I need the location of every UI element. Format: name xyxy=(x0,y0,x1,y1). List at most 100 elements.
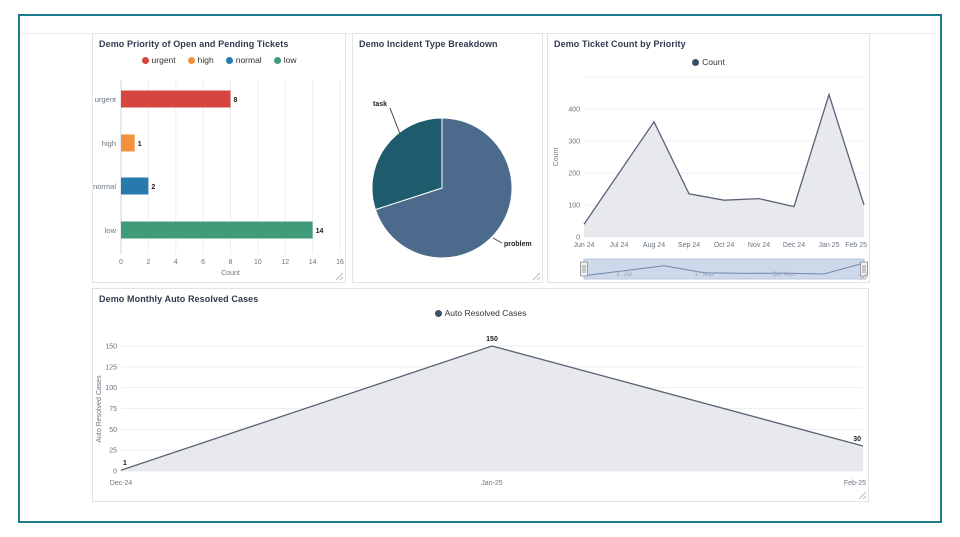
axis-tick-label: Feb 25 xyxy=(845,242,867,249)
axis-tick-label: 50 xyxy=(109,427,117,434)
axis-tick-label: 2 xyxy=(146,259,150,266)
panel-priority-chart: Demo Priority of Open and Pending Ticket… xyxy=(92,33,346,283)
axis-tick-label: Dec-24 xyxy=(110,480,133,487)
axis-tick-label: 75 xyxy=(109,406,117,413)
legend: Count xyxy=(548,57,869,67)
axis-tick-label: 300 xyxy=(568,139,580,146)
legend-label: low xyxy=(283,55,297,65)
label-connector xyxy=(492,237,503,244)
legend-label: Auto Resolved Cases xyxy=(444,308,527,318)
axis-tick-label: Count xyxy=(221,270,240,277)
bar-normal[interactable] xyxy=(121,177,149,195)
area-fill xyxy=(121,346,863,471)
navigator-handle-left[interactable] xyxy=(580,261,588,277)
point-label: 30 xyxy=(853,436,861,443)
category-label: low xyxy=(105,226,117,235)
axis-tick-label: 25 xyxy=(109,448,117,455)
legend-label: Count xyxy=(702,57,725,67)
pie-slice-task[interactable] xyxy=(371,117,443,211)
navigator-handle-right[interactable] xyxy=(860,261,868,277)
legend-item-count[interactable]: Count xyxy=(692,57,725,67)
navigator-label: 1. Sep xyxy=(695,271,714,278)
bar-high[interactable] xyxy=(121,134,135,152)
axis-tick-label: Nov 24 xyxy=(748,242,770,249)
axis-tick-label: Jun 24 xyxy=(573,242,594,249)
axis-tick-label: 200 xyxy=(568,171,580,178)
axis-tick-label: 100 xyxy=(568,203,580,210)
series-line[interactable] xyxy=(583,92,865,225)
legend-label: normal xyxy=(235,55,262,65)
handle-body xyxy=(580,261,588,277)
incident-type-pie-chart[interactable]: task problem xyxy=(353,34,542,282)
point-label: 1 xyxy=(123,460,127,467)
category-label: urgent xyxy=(95,95,117,104)
value-label: 1 xyxy=(138,141,142,148)
navigator-label: 1. Jul xyxy=(616,271,632,278)
axis-tick-label: 4 xyxy=(174,259,178,266)
axis-tick-label: 12 xyxy=(281,259,289,266)
priority-bar-chart[interactable]: 0 2 4 6 8 10 12 14 16 Count urgent 8 high 1 normal 2 low… xyxy=(93,34,345,282)
legend-marker-icon xyxy=(692,58,700,66)
panel-title: Demo Ticket Count by Priority xyxy=(554,39,686,49)
axis-tick-label: 0 xyxy=(119,259,123,266)
category-label: normal xyxy=(93,182,116,191)
panel-auto-resolved-chart: Demo Monthly Auto Resolved Cases Auto Re… xyxy=(92,288,869,502)
axis-tick-label: 150 xyxy=(105,344,117,351)
panel-title: Demo Monthly Auto Resolved Cases xyxy=(99,294,259,304)
ticket-count-area-chart[interactable]: 0 100 200 300 400 Jun 24 Jul 24 Aug 24 Sep 24 Oct… xyxy=(548,34,869,282)
auto-resolved-area-chart[interactable]: 0 25 50 75 100 125 150 Dec-24 Jan-25 Feb-25 Auto R… xyxy=(93,289,868,501)
legend-item-auto-resolved-cases[interactable]: Auto Resolved Cases xyxy=(434,308,527,318)
axis-tick-label: 8 xyxy=(229,259,233,266)
pie-slice-label: task xyxy=(373,101,387,108)
legend-marker-icon xyxy=(225,56,233,64)
axis-tick-label: Dec 24 xyxy=(783,242,805,249)
axis-tick-label: Feb-25 xyxy=(844,480,866,487)
panel-ticket-count-chart: Demo Ticket Count by Priority Count 0 100… xyxy=(547,33,870,283)
axis-title-label: Count xyxy=(553,148,560,167)
axis-tick-label: 14 xyxy=(309,259,317,266)
pie-slice-problem[interactable] xyxy=(374,117,513,259)
axis-tick-label: 6 xyxy=(201,259,205,266)
axis-tick-label: 400 xyxy=(568,107,580,114)
axis-tick-label: 16 xyxy=(336,259,344,266)
legend: Auto Resolved Cases xyxy=(93,308,868,318)
panel-title: Demo Incident Type Breakdown xyxy=(359,39,498,49)
axis-tick-label: Oct 24 xyxy=(714,242,735,249)
axis-tick-label: 10 xyxy=(254,259,262,266)
point-label: 150 xyxy=(486,336,498,343)
area-fill xyxy=(584,94,864,237)
axis-tick-label: 0 xyxy=(113,469,117,476)
axis-tick-label: 0 xyxy=(576,235,580,242)
axis-tick-label: Jan 25 xyxy=(818,242,839,249)
series-line[interactable] xyxy=(120,345,864,471)
axis-tick-label: 100 xyxy=(105,385,117,392)
panel-incident-type-chart: Demo Incident Type Breakdown task problem xyxy=(352,33,543,283)
value-label: 2 xyxy=(151,184,155,191)
bar-urgent[interactable] xyxy=(121,90,231,108)
legend-marker-icon xyxy=(434,309,442,317)
panel-title: Demo Priority of Open and Pending Ticket… xyxy=(99,39,289,49)
legend-label: high xyxy=(197,55,214,65)
legend-marker-icon xyxy=(187,56,195,64)
axis-tick-label: Jul 24 xyxy=(610,242,629,249)
resize-grip-icon[interactable] xyxy=(859,272,868,281)
legend-item-urgent[interactable]: urgent xyxy=(141,55,176,65)
value-label: 8 xyxy=(234,97,238,104)
resize-grip-icon[interactable] xyxy=(858,491,867,500)
bar-low[interactable] xyxy=(121,221,313,239)
axis-tick-label: Sep 24 xyxy=(678,242,700,249)
navigator-series xyxy=(583,262,865,277)
legend-marker-icon xyxy=(273,56,281,64)
pie-slice-label: problem xyxy=(504,241,532,248)
value-label: 14 xyxy=(316,228,324,235)
legend-label: urgent xyxy=(151,55,176,65)
resize-grip-icon[interactable] xyxy=(532,272,541,281)
axis-tick-label: Aug 24 xyxy=(643,242,665,249)
resize-grip-icon[interactable] xyxy=(335,272,344,281)
label-connector xyxy=(389,107,401,135)
legend-marker-icon xyxy=(141,56,149,64)
legend-item-normal[interactable]: normal xyxy=(225,55,262,65)
legend-item-low[interactable]: low xyxy=(273,55,297,65)
legend: urgent high normal low xyxy=(93,55,345,65)
legend-item-high[interactable]: high xyxy=(187,55,214,65)
